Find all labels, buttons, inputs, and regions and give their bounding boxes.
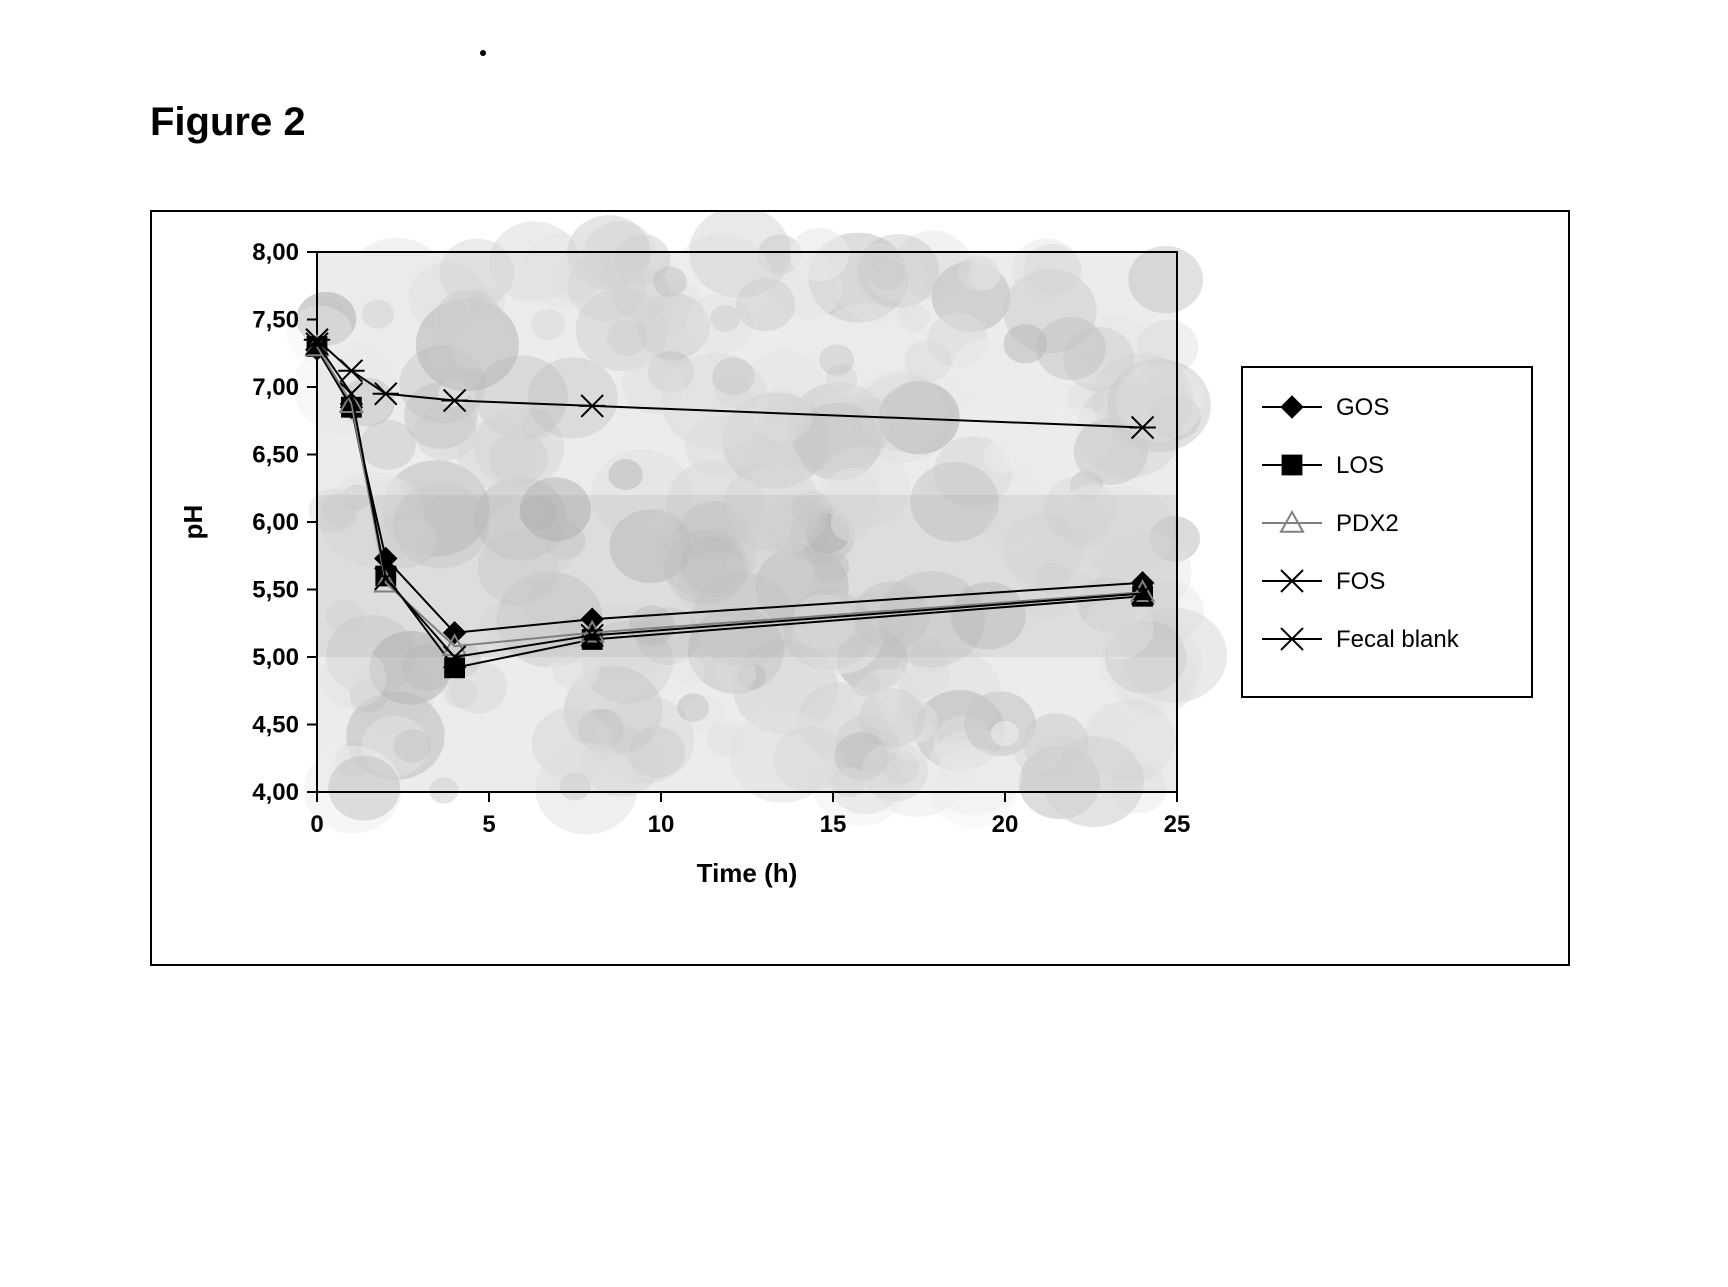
y-tick-label: 4,50 [252, 712, 299, 739]
legend-label: LOS [1336, 452, 1384, 479]
x-axis-label: Time (h) [697, 858, 798, 888]
decorative-dot [480, 50, 486, 56]
y-tick-label: 4,00 [252, 779, 299, 806]
figure-title: Figure 2 [150, 100, 306, 145]
marker-square [1133, 586, 1153, 606]
chart-frame: 4,00 4,50 5,00 5,50 6,00 6,50 7,00 7,50 8,00 0 5 10… [150, 210, 1570, 966]
plot-background [287, 212, 1227, 834]
y-tick-label: 5,00 [252, 644, 299, 671]
x-tick-label: 10 [648, 811, 675, 838]
page: Figure 2 4,00 4,50 5,00 5,50 6,00 6,50 7,00 7,5… [0, 0, 1728, 1287]
legend-label: GOS [1336, 394, 1389, 421]
legend: GOS LOS PDX2 FOS Fecal blank [1242, 367, 1532, 697]
y-tick-label: 7,00 [252, 374, 299, 401]
y-tick-label: 6,50 [252, 442, 299, 469]
marker-square [445, 658, 465, 678]
legend-label: PDX2 [1336, 510, 1399, 537]
y-tick-label: 6,00 [252, 509, 299, 536]
legend-label: FOS [1336, 568, 1385, 595]
y-axis-label: pH [178, 505, 208, 540]
y-tick-label: 7,50 [252, 307, 299, 334]
legend-label: Fecal blank [1336, 626, 1460, 653]
chart-svg: 4,00 4,50 5,00 5,50 6,00 6,50 7,00 7,50 8,00 0 5 10… [152, 212, 1568, 964]
x-tick-label: 15 [820, 811, 847, 838]
y-tick-label: 5,50 [252, 577, 299, 604]
x-tick-label: 25 [1164, 811, 1191, 838]
x-tick-label: 20 [992, 811, 1019, 838]
x-tick-label: 0 [310, 811, 323, 838]
marker-square [1282, 455, 1302, 475]
x-tick-label: 5 [482, 811, 495, 838]
y-tick-label: 8,00 [252, 239, 299, 266]
